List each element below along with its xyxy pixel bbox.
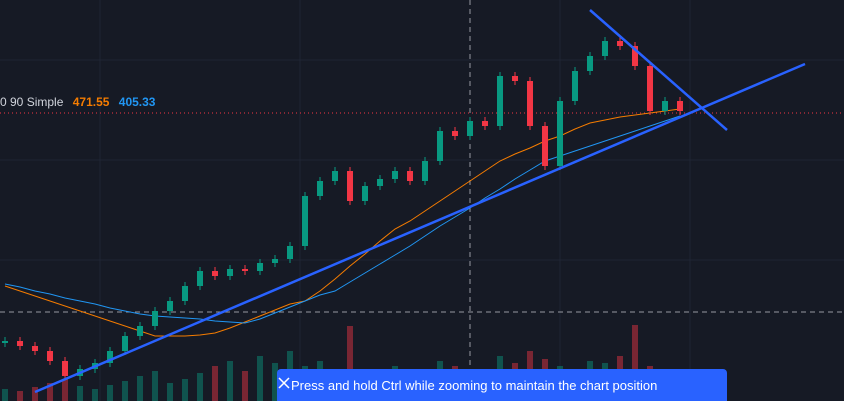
candle (107, 351, 113, 363)
volume-bar (2, 389, 8, 401)
candle (257, 263, 263, 271)
volume-bar (227, 361, 233, 401)
volume-bar (32, 387, 38, 401)
candle (152, 311, 158, 326)
candle (182, 286, 188, 301)
volume-bar (92, 389, 98, 401)
candle (47, 351, 53, 361)
candle (212, 271, 218, 276)
indicator-label: 0 90 Simple (0, 95, 64, 109)
volume-bar (47, 383, 53, 401)
candle (407, 171, 413, 181)
volume-bar (17, 391, 23, 401)
candle (272, 259, 278, 263)
candle (197, 271, 203, 286)
trendline (34, 62, 806, 394)
candle (452, 131, 458, 136)
ma-line (4, 108, 681, 337)
candle (572, 71, 578, 101)
volume-bar (137, 376, 143, 401)
candles (2, 37, 683, 380)
volume-bar (212, 366, 218, 401)
candle (242, 269, 248, 271)
volume-bar (347, 326, 353, 401)
candle (527, 81, 533, 126)
candle (467, 121, 473, 136)
candle (437, 131, 443, 161)
volume-bar (272, 363, 278, 401)
moving-averages (4, 108, 681, 337)
candle (362, 186, 368, 201)
volume-bar (257, 356, 263, 401)
volume-bar (62, 379, 68, 401)
volume-bar (242, 371, 248, 401)
candle (167, 301, 173, 311)
candle (557, 101, 563, 166)
candle (482, 121, 488, 126)
ma-line (4, 115, 681, 324)
candle (2, 341, 8, 343)
close-button[interactable] (277, 376, 291, 390)
volume-bar (107, 385, 113, 401)
candle (512, 76, 518, 81)
candle (542, 126, 548, 166)
indicator-value: 405.33 (118, 95, 156, 109)
candle (122, 336, 128, 351)
trendline (589, 9, 728, 131)
candle (647, 66, 653, 111)
volume-bar (632, 325, 638, 401)
candle (497, 76, 503, 126)
candle (662, 101, 668, 111)
volume-bar (182, 379, 188, 401)
toast-message: Press and hold Ctrl while zooming to mai… (291, 377, 658, 393)
candle (347, 171, 353, 201)
candle (227, 269, 233, 276)
candle (617, 41, 623, 46)
candle (677, 101, 683, 111)
candle (587, 56, 593, 71)
volume-bar (77, 386, 83, 401)
volume-bar (167, 383, 173, 401)
candle (602, 41, 608, 56)
toast: Press and hold Ctrl while zooming to mai… (277, 369, 727, 401)
volume-bar (197, 373, 203, 401)
volume-bar (152, 371, 158, 401)
candle (32, 346, 38, 351)
candle (287, 246, 293, 259)
candle (137, 326, 143, 336)
candle (62, 361, 68, 376)
candle (302, 196, 308, 246)
candle (392, 171, 398, 179)
indicator-value: 471.55 (72, 95, 110, 109)
volume-bar (122, 381, 128, 401)
candle (317, 181, 323, 196)
indicator-legend: 0 90 Simple 471.55 405.33 (0, 95, 161, 109)
candle (17, 341, 23, 346)
candle (422, 161, 428, 181)
candle (377, 179, 383, 186)
candle (632, 46, 638, 66)
candle (332, 171, 338, 181)
